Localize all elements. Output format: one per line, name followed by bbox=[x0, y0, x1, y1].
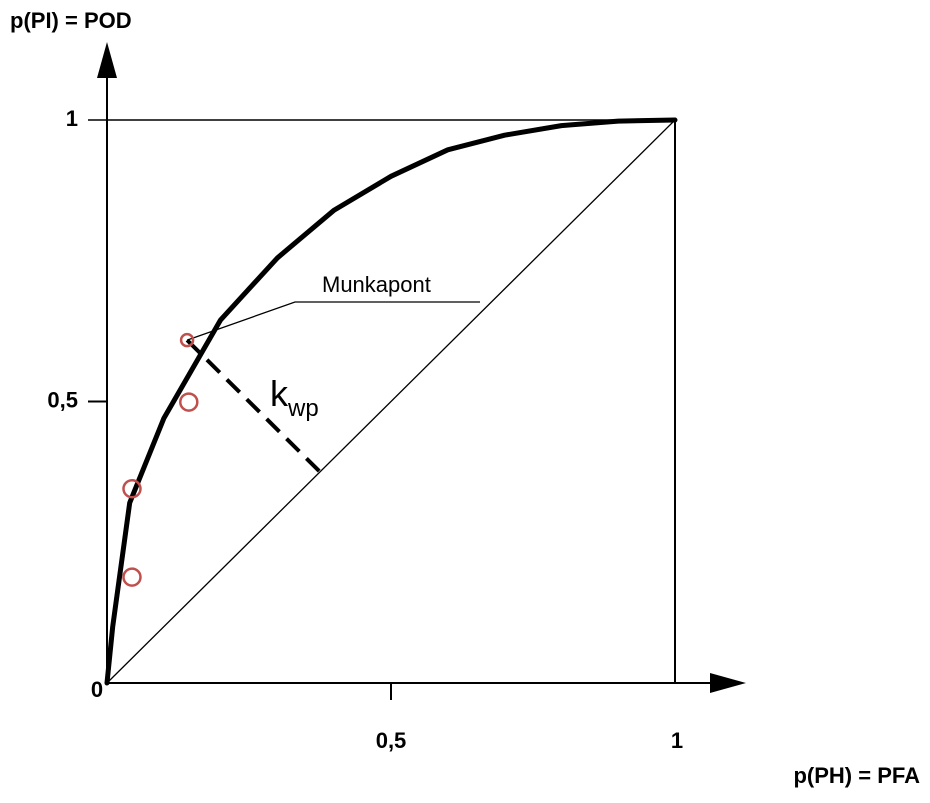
point bbox=[122, 479, 142, 499]
y-tick-label: 0,5 bbox=[47, 387, 78, 412]
roc-curve bbox=[104, 117, 678, 686]
x-axis-label: p(PH) = PFA bbox=[793, 763, 920, 788]
kwp-subscript: wp bbox=[287, 395, 319, 422]
point bbox=[179, 392, 199, 412]
x-tick-label: 0 bbox=[91, 677, 103, 702]
kwp-distance bbox=[185, 338, 322, 474]
point bbox=[179, 332, 195, 348]
x-tick-label: 1 bbox=[671, 728, 683, 753]
point bbox=[122, 567, 142, 587]
kwp-label: kwp bbox=[270, 373, 319, 423]
annotation: Munkapont bbox=[322, 272, 431, 297]
leader-line bbox=[186, 301, 480, 341]
x-arrow bbox=[710, 673, 746, 693]
x-tick-label: 0,5 bbox=[376, 728, 407, 753]
diagonal bbox=[106, 119, 676, 684]
y-arrow bbox=[97, 42, 117, 78]
kwp-k: k bbox=[270, 373, 289, 414]
y-tick-label: 1 bbox=[66, 106, 78, 131]
y-axis-label: p(PI) = POD bbox=[10, 8, 132, 33]
